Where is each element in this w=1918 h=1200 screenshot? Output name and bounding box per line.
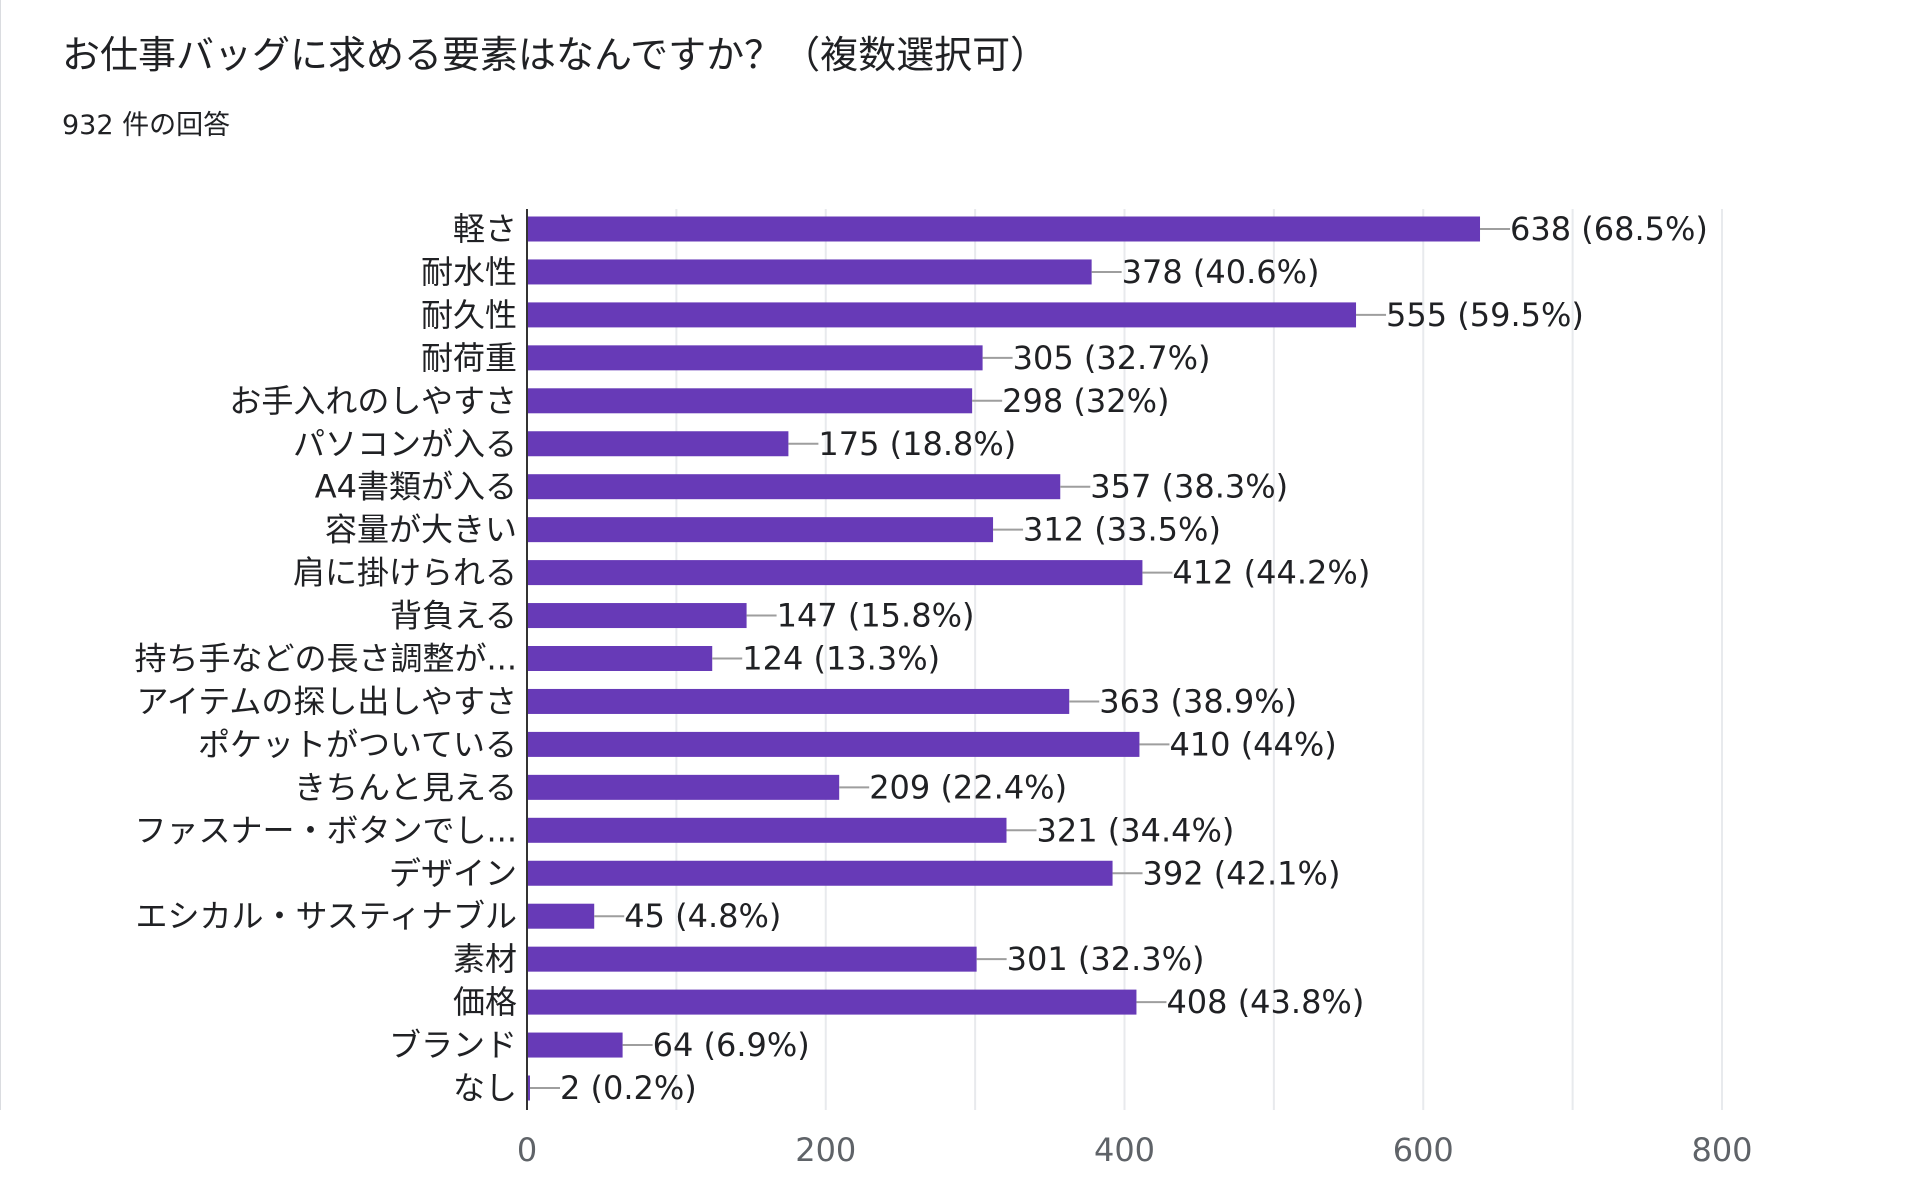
category-label: 背負える: [390, 597, 517, 635]
bar: [527, 345, 983, 371]
data-label: 124 (13.3%): [742, 640, 940, 678]
data-label: 392 (42.1%): [1143, 854, 1341, 892]
bar: [527, 603, 747, 629]
bar: [527, 1075, 530, 1101]
bar: [527, 431, 789, 457]
category-label: お手入れのしやすさ: [229, 382, 517, 420]
card-left-border: [0, 0, 1, 1110]
category-label: パソコンが入る: [293, 425, 517, 463]
bar: [527, 388, 973, 414]
bar: [527, 216, 1481, 242]
bar: [527, 259, 1092, 285]
data-label: 209 (22.4%): [869, 768, 1067, 806]
category-label: デザイン: [389, 854, 517, 892]
data-label: 363 (38.9%): [1099, 682, 1297, 720]
category-label: 耐荷重: [421, 339, 517, 377]
bar: [527, 688, 1070, 714]
bar: [527, 646, 713, 671]
data-label: 321 (34.4%): [1036, 811, 1234, 849]
bar: [527, 560, 1143, 586]
category-label: 素材: [453, 940, 517, 978]
bar: [527, 474, 1061, 500]
x-tick-label: 200: [795, 1131, 856, 1169]
x-tick-label: 600: [1393, 1131, 1454, 1169]
x-tick-label: 800: [1691, 1131, 1752, 1169]
data-label: 378 (40.6%): [1122, 253, 1320, 291]
data-label: 305 (32.7%): [1013, 339, 1211, 377]
category-label: ブランド: [389, 1026, 517, 1064]
category-label: 軽さ: [453, 210, 517, 248]
bar: [527, 774, 840, 800]
data-label: 2 (0.2%): [560, 1069, 697, 1107]
data-label: 412 (44.2%): [1172, 554, 1370, 592]
data-label: 357 (38.3%): [1090, 468, 1288, 506]
chart-title: お仕事バッグに求める要素はなんですか？（複数選択可）: [62, 33, 1049, 77]
category-label: 持ち手などの長さ調整が...: [134, 640, 517, 678]
data-label: 147 (15.8%): [777, 597, 975, 635]
category-label: 耐久性: [421, 296, 517, 334]
bar: [527, 302, 1357, 328]
category-label: エシカル・サスティナブル: [136, 897, 517, 935]
data-label: 555 (59.5%): [1386, 296, 1584, 334]
category-label: 耐水性: [421, 253, 517, 291]
data-label: 312 (33.5%): [1023, 511, 1221, 549]
bar: [527, 1032, 623, 1058]
x-tick-label: 400: [1094, 1131, 1155, 1169]
category-label: 価格: [453, 983, 517, 1021]
category-label: なし: [453, 1069, 517, 1107]
x-tick-label: 0: [517, 1131, 537, 1169]
data-label: 410 (44%): [1169, 725, 1336, 763]
bar: [527, 860, 1113, 886]
data-label: 638 (68.5%): [1510, 210, 1708, 248]
data-label: 45 (4.8%): [624, 897, 781, 935]
category-label: 肩に掛けられる: [293, 554, 517, 592]
bar: [527, 817, 1007, 843]
category-label: アイテムの探し出しやすさ: [137, 682, 517, 720]
category-label: 容量が大きい: [325, 511, 517, 549]
response-count: 932 件の回答: [62, 110, 231, 141]
category-label: ポケットがついている: [198, 725, 517, 763]
data-label: 64 (6.9%): [653, 1026, 810, 1064]
data-label: 301 (32.3%): [1007, 940, 1205, 978]
data-label: 408 (43.8%): [1166, 983, 1364, 1021]
category-label: ファスナー・ボタンでし...: [134, 811, 517, 849]
category-label: きちんと見える: [294, 768, 517, 806]
data-label: 298 (32%): [1002, 382, 1169, 420]
bar: [527, 517, 994, 543]
data-label: 175 (18.8%): [818, 425, 1016, 463]
bar: [527, 989, 1137, 1015]
category-label: A4書類が入る: [315, 468, 517, 506]
bar: [527, 946, 977, 972]
bar: [527, 903, 595, 929]
bar: [527, 731, 1140, 757]
